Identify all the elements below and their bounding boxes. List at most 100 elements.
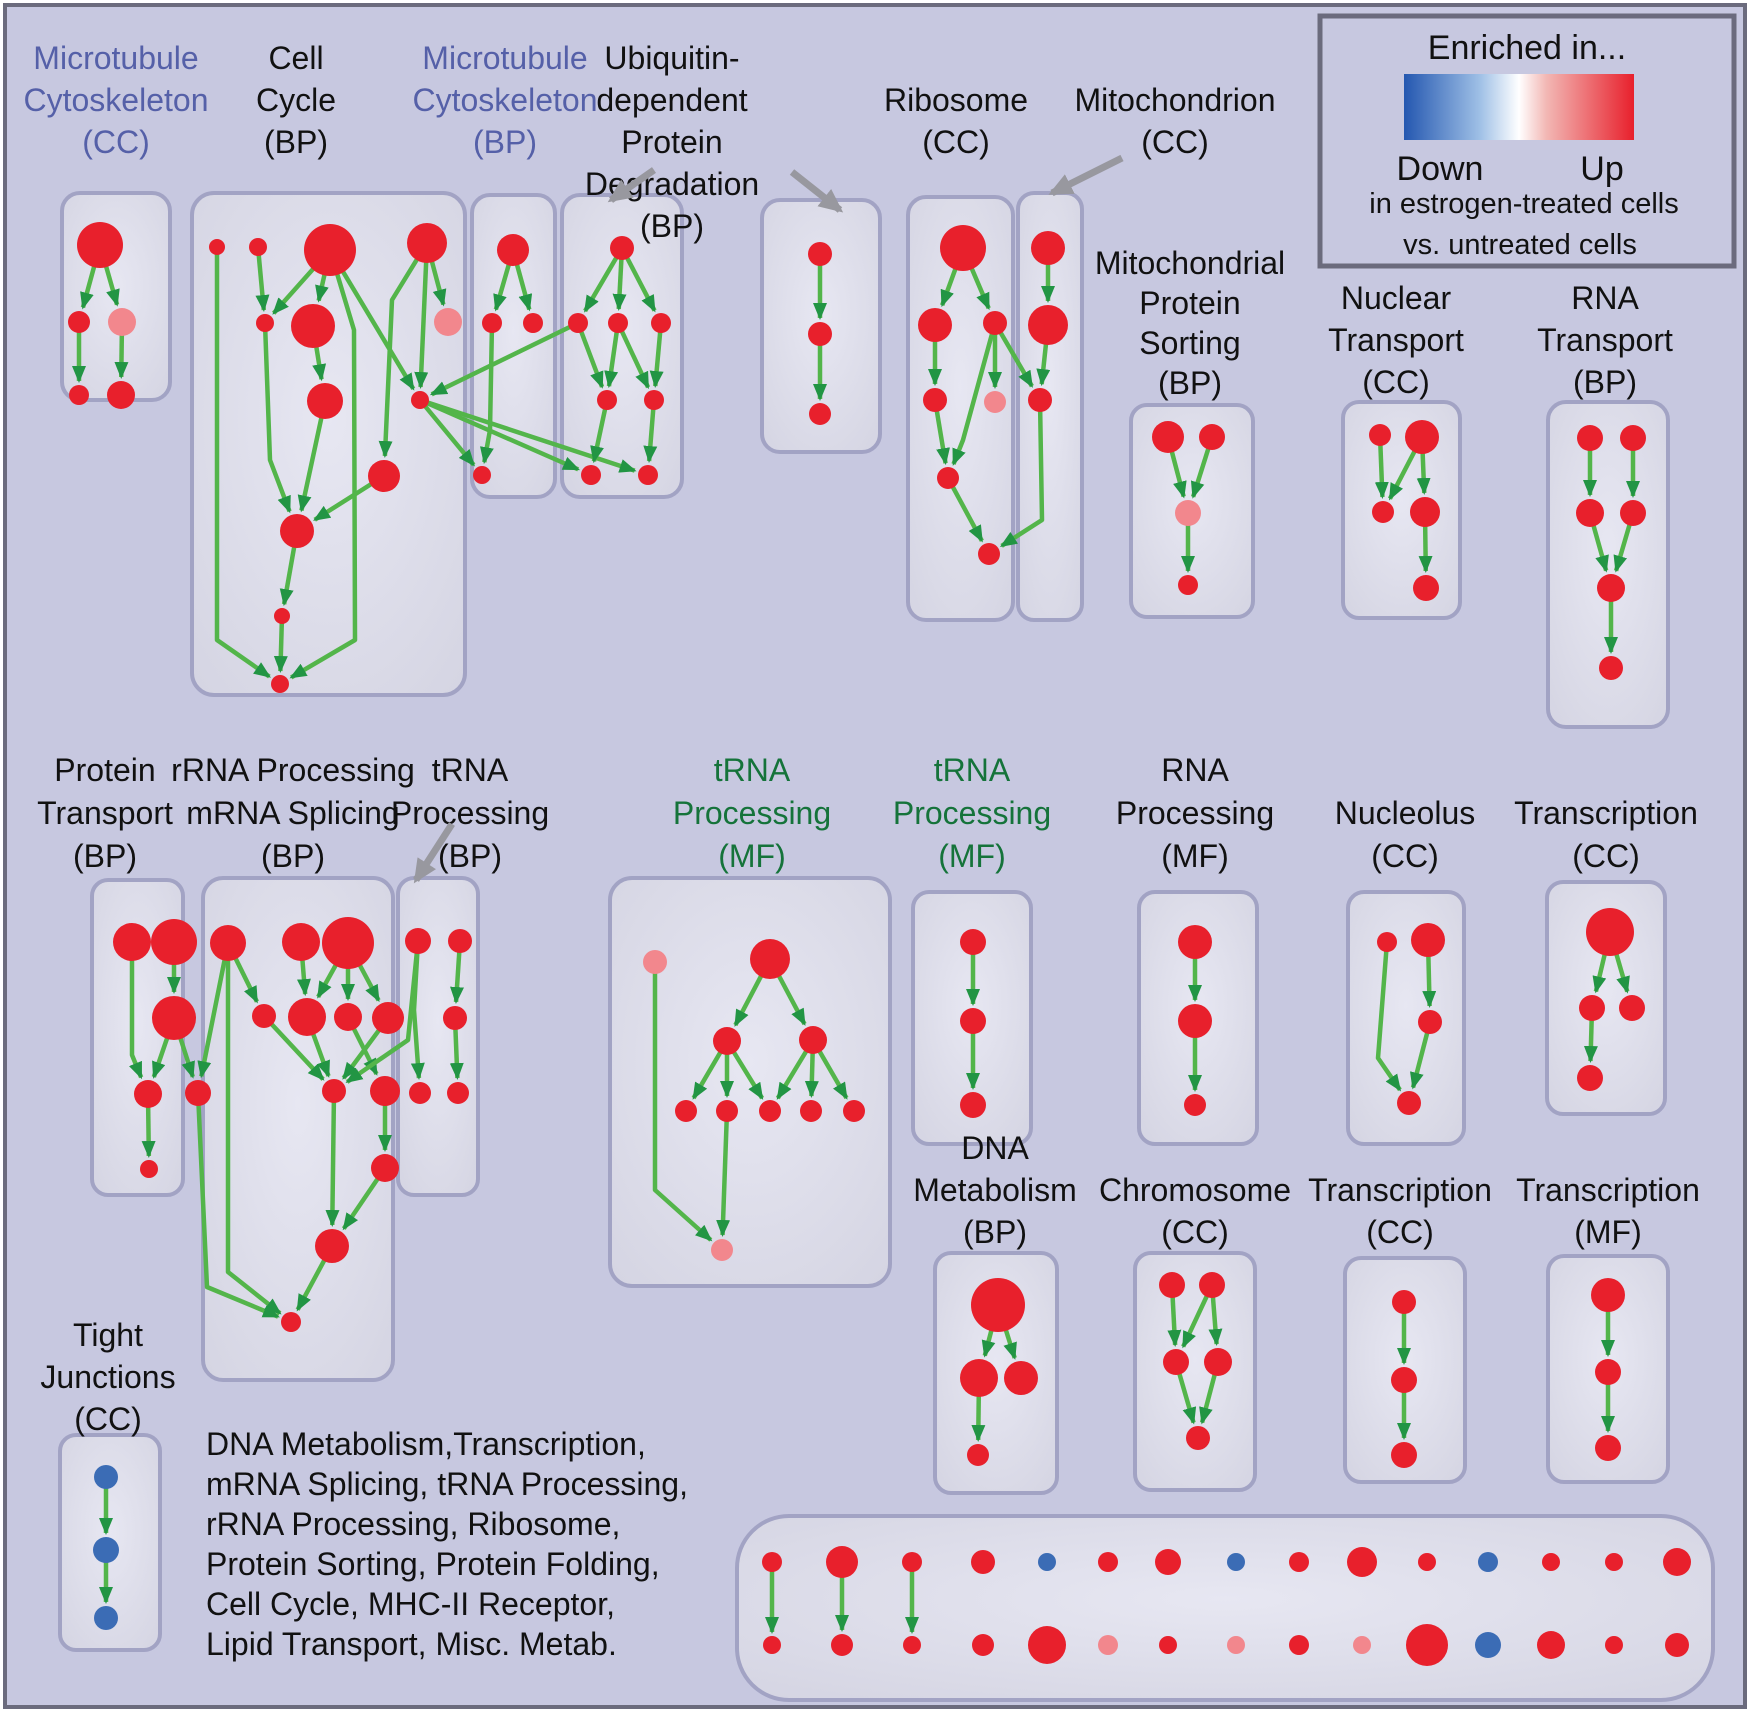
legend-gradient-bar [1404,74,1634,140]
go-term-node-nt5 [1413,575,1439,601]
edge-g8-g11 [325,1090,340,1227]
go-term-node-t4 [409,1082,431,1104]
go-term-node-r6 [937,467,959,489]
go-term-node-zb4 [972,1634,994,1656]
go-term-node-dm3 [1004,1361,1038,1395]
go-term-node-zb12 [1475,1632,1501,1658]
go-term-node-ch2 [1199,1272,1225,1298]
microtubule-cytoskeleton-bp-label-line3: (BP) [473,124,537,160]
go-term-node-t5 [447,1082,469,1104]
go-term-node-q5 [107,381,135,409]
edge-v1-v2 [583,246,624,313]
edge-r3-r6 [951,322,998,466]
go-term-node-zb13 [1537,1631,1565,1659]
ubiquitin-degradation-label-line5: (BP) [640,208,704,244]
go-term-node-x3 [1391,1442,1417,1468]
go-term-node-zb8 [1227,1636,1245,1654]
go-term-node-zb11 [1406,1624,1448,1666]
nuclear-transport-label-line1: Nuclear [1341,280,1452,316]
go-term-node-y2 [1595,1359,1621,1385]
go-term-node-v3 [608,313,628,333]
go-term-node-y1 [1591,1278,1625,1312]
trna-processing-bp-label-line3: (BP) [438,838,502,874]
transcription-mf-label-line2: (MF) [1574,1214,1642,1250]
go-term-node-t3 [443,1006,467,1030]
microtubule-cytoskeleton-cc-label-line2: Cytoskeleton [24,82,209,118]
nuclear-transport-label-line3: (CC) [1362,364,1430,400]
cell-cycle-bp-label-line1: Cell [268,40,323,76]
ribosome-cc-label-line1: Ribosome [884,82,1028,118]
edge-v3-v5 [604,322,621,389]
edge-v2-v5 [575,322,605,389]
rna-transport-label-line1: RNA [1571,280,1639,316]
go-term-node-za4 [971,1550,995,1574]
cluster-box-transcription-cc-mid [1545,880,1667,1116]
go-term-node-g9 [370,1076,400,1106]
mixed-terms-text-line5: Cell Cycle, MHC-II Receptor, [206,1586,615,1622]
edge-nu1-nu4 [1375,941,1402,1092]
go-term-node-o3 [1028,388,1052,412]
go-term-node-x1 [1392,1290,1416,1314]
microtubule-cytoskeleton-cc-label-line1: Microtubule [33,40,198,76]
edge-g1-g12 [225,943,282,1316]
go-term-node-g10 [371,1154,399,1182]
go-term-node-tj3 [94,1606,118,1630]
go-term-node-za6 [1098,1552,1118,1572]
go-term-node-zb1 [763,1636,781,1654]
trna-bp-pointer-arrow [413,822,455,884]
mitochondrion-cc-label-line1: Mitochondrion [1075,82,1276,118]
go-term-node-y3 [1595,1435,1621,1461]
tight-junctions-label-line1: Tight [73,1317,143,1353]
edge-f6-f10 [716,1110,731,1238]
cell-cycle-bp-label-line2: Cycle [256,82,336,118]
go-term-node-zb5 [1028,1626,1066,1664]
go-term-node-za13 [1542,1553,1560,1571]
go-term-node-pt1 [113,923,151,961]
mitochondrion-pointer-arrow [1048,154,1124,197]
go-term-node-f9 [843,1100,865,1122]
tight-junctions-label-line2: Junctions [40,1359,175,1395]
go-term-node-p2 [1199,424,1225,450]
nucleolus-label-line2: (CC) [1371,838,1439,874]
edge-pt5-g12 [195,1092,280,1319]
ubiquitin-degradation-label-line2: dependent [596,82,747,118]
go-term-node-s1 [497,234,529,266]
edge-g4-g8 [262,1014,325,1081]
go-term-node-ch3 [1163,1349,1189,1375]
go-term-node-pt2 [151,919,197,965]
edge-v2-c9 [429,320,579,397]
go-term-node-zb2 [831,1634,853,1656]
go-term-node-x2 [1391,1367,1417,1393]
go-term-node-t1 [405,928,431,954]
go-term-node-za15 [1663,1548,1691,1576]
go-term-node-rt2 [1620,425,1646,451]
go-term-node-g12 [281,1312,301,1332]
go-term-node-t2 [448,929,472,953]
go-term-node-p3 [1175,500,1201,526]
go-term-node-c10 [368,460,400,492]
edge-r3-o3 [993,321,1034,388]
go-term-node-r4 [923,388,947,412]
go-term-node-v4 [651,313,671,333]
go-term-node-nt2 [1405,420,1439,454]
mixed-terms-text-line1: DNA Metabolism,Transcription, [206,1426,646,1462]
go-term-node-o1 [1031,231,1065,265]
protein-transport-label-line3: (BP) [73,838,137,874]
go-term-node-pt3 [152,996,196,1040]
chromosome-label-line1: Chromosome [1099,1172,1291,1208]
ubiquitin-degradation-label-line3: Protein [621,124,722,160]
go-term-node-nu3 [1418,1010,1442,1034]
edge-t1-t4 [410,940,425,1081]
go-term-node-tc3 [1619,995,1645,1021]
go-term-node-za7 [1155,1549,1181,1575]
go-term-node-zb6 [1098,1635,1118,1655]
go-term-node-q3 [108,308,136,336]
go-term-node-nt4 [1410,497,1440,527]
transcription-cc-bottom-label-line2: (CC) [1366,1214,1434,1250]
mitochondrial-protein-sorting-label-line4: (BP) [1158,365,1222,401]
dna-metabolism-label-line2: Metabolism [913,1172,1077,1208]
go-term-node-za5 [1038,1553,1056,1571]
go-term-node-pt6 [140,1160,158,1178]
edge-g1-pt5 [197,942,231,1079]
